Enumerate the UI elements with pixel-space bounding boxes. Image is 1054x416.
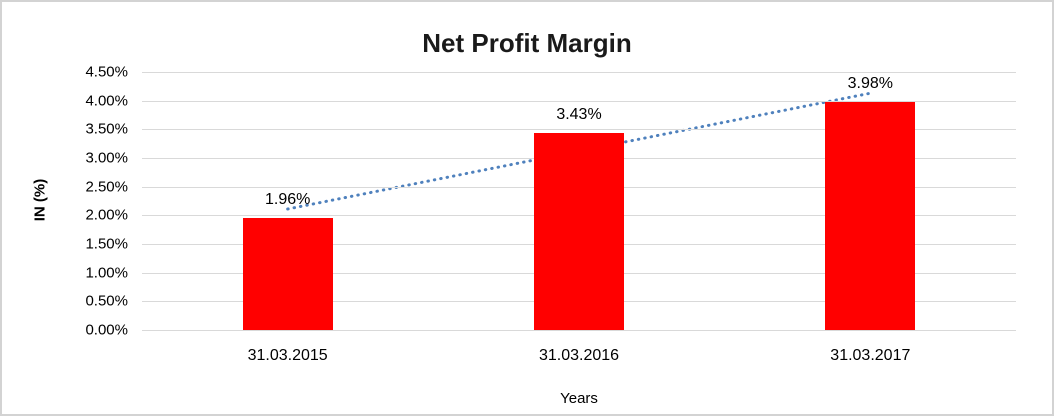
- x-axis-title: Years: [560, 390, 598, 407]
- gridline: [142, 100, 1016, 102]
- y-tick-label: 4.50%: [85, 63, 128, 81]
- bar-31.03.2015: [242, 217, 333, 330]
- chart-title: Net Profit Margin: [422, 28, 632, 58]
- y-tick-label: 4.00%: [85, 92, 128, 110]
- y-tick-label: 1.50%: [85, 235, 128, 253]
- y-tick-label: 0.00%: [85, 321, 128, 339]
- x-tick-label: 31.03.2017: [830, 347, 911, 364]
- y-tick-label: 0.50%: [85, 292, 128, 310]
- y-tick-label: 2.50%: [85, 178, 128, 196]
- bar-31.03.2017: [825, 101, 916, 330]
- gridline: [142, 72, 1016, 73]
- data-label: 3.43%: [556, 106, 602, 124]
- x-tick-label: 31.03.2015: [247, 347, 328, 364]
- y-tick-label: 3.00%: [85, 149, 128, 167]
- gridline: [142, 129, 1016, 131]
- gridline: [142, 330, 1016, 331]
- y-tick-label: 1.00%: [85, 264, 128, 282]
- x-tick-label: 31.03.2016: [538, 347, 620, 364]
- y-tick-label: 2.00%: [85, 206, 128, 224]
- data-label: 1.96%: [264, 190, 311, 208]
- data-label: 3.98%: [847, 74, 894, 92]
- y-tick-label: 3.50%: [85, 120, 128, 138]
- bar-31.03.2016: [534, 133, 624, 330]
